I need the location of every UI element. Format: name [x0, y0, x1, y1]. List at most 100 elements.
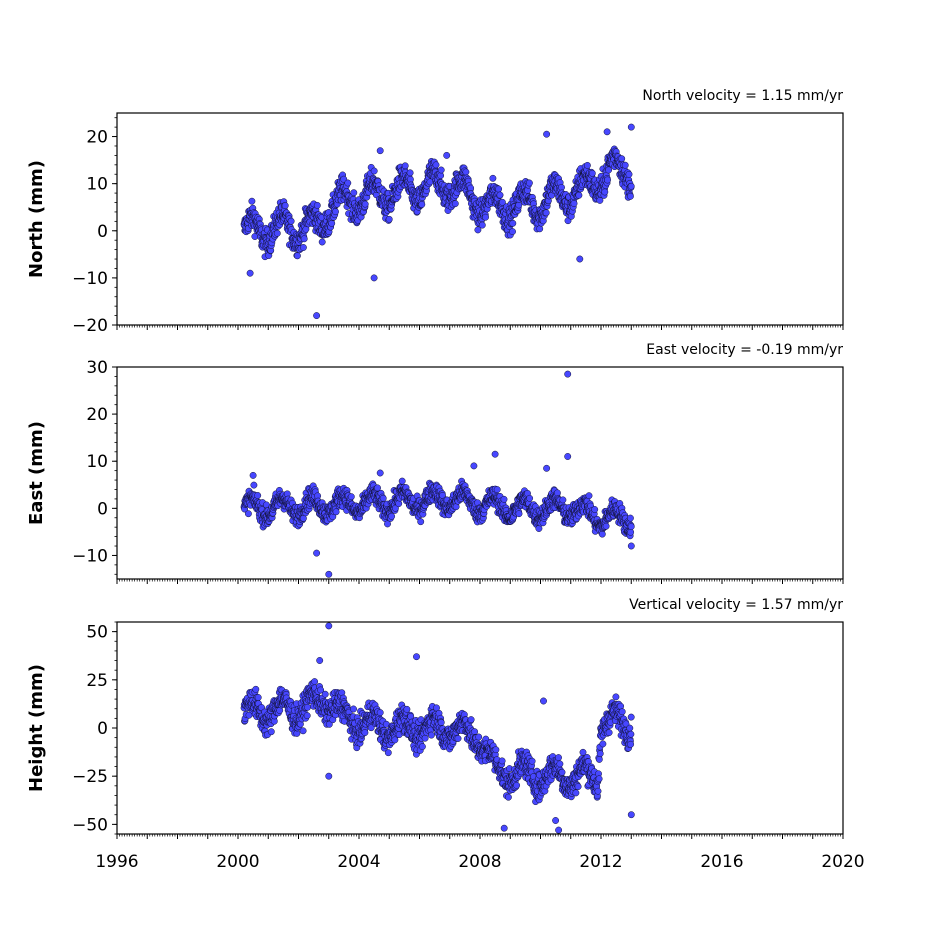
- data-point: [462, 168, 470, 176]
- data-point: [553, 489, 561, 497]
- data-point: [328, 219, 336, 227]
- data-point: [500, 495, 508, 503]
- data-point-outlier: [470, 462, 478, 470]
- data-point: [574, 783, 582, 791]
- data-point-outlier: [370, 274, 378, 282]
- data-point: [515, 201, 523, 209]
- data-point: [627, 740, 635, 748]
- data-point: [406, 169, 414, 177]
- data-point: [437, 166, 445, 174]
- data-point: [599, 740, 607, 748]
- y-tick-label: 0: [97, 222, 108, 242]
- data-point: [252, 685, 260, 693]
- data-point: [432, 161, 440, 169]
- data-point: [493, 486, 501, 494]
- data-point: [515, 510, 523, 518]
- data-point-outlier: [540, 697, 547, 705]
- data-point: [421, 734, 429, 742]
- data-point: [626, 514, 634, 522]
- data-point: [598, 530, 606, 538]
- data-point-outlier: [376, 147, 384, 155]
- axes-frame: [116, 621, 844, 835]
- data-point-outlier: [543, 130, 551, 138]
- data-point: [492, 746, 500, 754]
- data-point-outlier: [603, 128, 611, 136]
- data-point: [293, 252, 301, 260]
- data-point: [605, 166, 613, 174]
- data-point: [525, 179, 533, 187]
- data-point: [418, 201, 426, 208]
- data-point-outlier: [325, 772, 333, 780]
- data-point: [498, 757, 506, 765]
- data-point: [513, 781, 521, 789]
- data-point: [417, 518, 425, 526]
- data-point-outlier: [491, 450, 499, 458]
- data-point: [427, 731, 435, 739]
- data-point: [504, 793, 512, 801]
- data-point: [350, 705, 357, 713]
- data-point: [482, 213, 489, 221]
- data-point: [385, 215, 393, 223]
- data-point: [625, 170, 633, 178]
- data-point: [489, 174, 497, 182]
- data-point: [391, 736, 399, 744]
- data-point: [575, 191, 583, 199]
- data-point: [303, 712, 311, 720]
- y-tick-label: 10: [86, 175, 108, 195]
- data-point: [244, 510, 252, 518]
- data-point-outlier: [576, 255, 584, 263]
- data-point-outlier: [627, 811, 635, 819]
- y-axis-label: North (mm): [26, 160, 47, 278]
- data-point: [555, 754, 562, 762]
- y-tick-label: −25: [72, 767, 108, 787]
- data-point: [254, 492, 262, 499]
- y-tick-label: −10: [72, 546, 108, 566]
- y-tick-label: 30: [86, 358, 108, 378]
- data-point-outlier: [543, 464, 551, 472]
- data-point: [536, 225, 544, 233]
- data-point: [299, 244, 307, 251]
- y-tick-label: 10: [86, 452, 108, 472]
- data-point: [496, 191, 504, 199]
- data-point: [591, 506, 599, 513]
- data-point-outlier: [443, 151, 451, 159]
- data-point: [361, 729, 369, 737]
- data-point: [626, 724, 634, 732]
- data-point-outlier: [627, 123, 635, 131]
- data-point: [588, 169, 596, 177]
- data-point: [509, 228, 516, 236]
- data-point: [398, 477, 406, 485]
- data-point: [321, 690, 329, 698]
- data-point-outlier: [246, 269, 254, 277]
- data-point: [579, 748, 587, 756]
- data-point: [627, 730, 635, 738]
- data-point-outlier: [555, 826, 563, 834]
- data-point: [300, 235, 308, 243]
- data-point: [454, 735, 462, 742]
- data-point-outlier: [316, 657, 324, 664]
- data-point: [311, 678, 319, 686]
- data-point: [604, 176, 611, 184]
- data-point-outlier: [376, 469, 384, 477]
- data-point-outlier: [500, 824, 508, 832]
- y-tick-label: 50: [86, 623, 108, 643]
- data-point: [627, 713, 635, 721]
- data-point: [418, 743, 426, 751]
- y-tick-label: 0: [97, 719, 108, 739]
- data-point: [467, 716, 475, 724]
- data-point: [583, 161, 591, 169]
- y-tick-label: 0: [97, 499, 108, 519]
- data-point: [585, 492, 593, 500]
- y-axis-label: East (mm): [26, 421, 47, 525]
- y-tick-label: −20: [72, 316, 108, 336]
- data-point: [267, 728, 275, 736]
- data-point: [618, 155, 626, 163]
- data-point-outlier: [325, 622, 333, 630]
- y-tick-label: 25: [86, 671, 108, 691]
- y-tick-label: 20: [86, 128, 108, 148]
- data-point: [281, 202, 289, 210]
- data-point: [451, 200, 459, 208]
- data-point: [595, 775, 603, 783]
- data-point-outlier: [413, 653, 420, 661]
- data-point: [471, 728, 479, 736]
